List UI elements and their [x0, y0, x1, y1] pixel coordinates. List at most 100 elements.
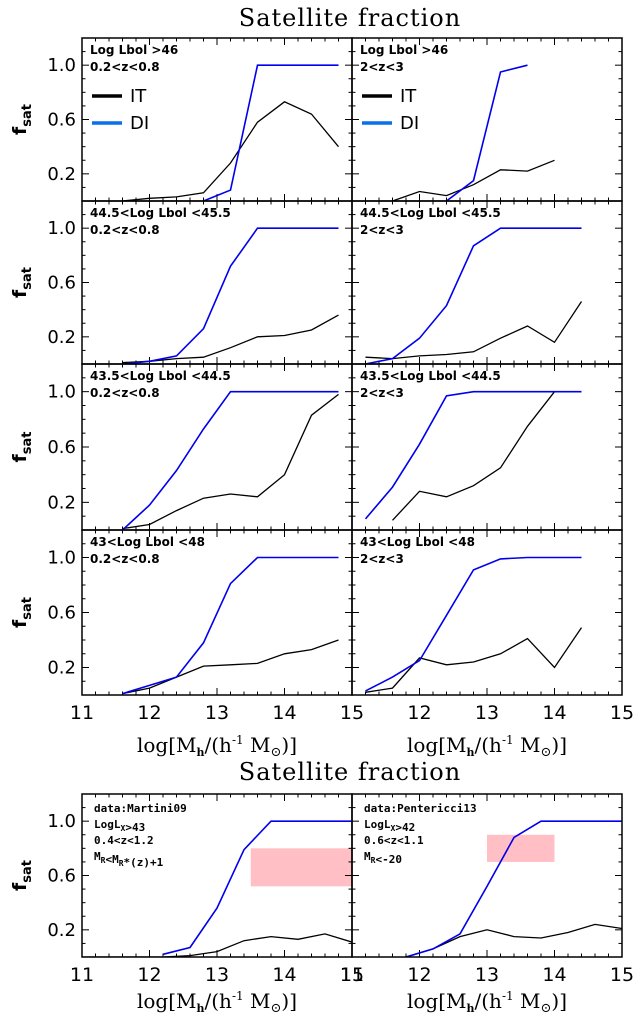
- legend-label-di: DI: [130, 113, 149, 134]
- panel-annotation: 2<z<3: [360, 552, 404, 566]
- x-tick-label: 14: [272, 702, 296, 724]
- series-line-it: [365, 301, 583, 360]
- x-axis-title: log[Mh/(h-1 M⊙)]: [407, 733, 567, 760]
- panel-annotation: 43.5<Log Lbol <44.5: [360, 369, 501, 383]
- panel-frame: [351, 793, 623, 958]
- panel-1-0: 0.2 0.6 1.0 44.5<Log Lbol <45.5 0.2<z<0.8: [47, 200, 353, 365]
- x-tick-label: 15: [610, 702, 634, 724]
- y-tick-label: 0.2: [47, 920, 76, 941]
- x-tick-label: 11: [70, 702, 94, 724]
- y-tick-label: 0.6: [47, 273, 76, 294]
- y-tick-label: 0.2: [47, 164, 76, 185]
- y-tick-label: 0.6: [47, 603, 76, 624]
- panel-annotation: Log Lbol >46: [360, 43, 448, 57]
- series-line-it: [82, 933, 352, 957]
- panel-annotation: MR<-20: [364, 850, 402, 866]
- x-tick-label: 13: [475, 964, 499, 986]
- panel-annotation: LogLX>42: [364, 818, 415, 834]
- x-tick-label: 12: [407, 964, 431, 986]
- y-tick-label: 0.6: [47, 866, 76, 887]
- y-axis-title: fsat: [9, 860, 35, 891]
- x-axis-title: log[Mh/(h-1 M⊙)]: [407, 989, 567, 1016]
- y-tick-label: 1.0: [47, 382, 76, 403]
- panel-annotation: 2<z<3: [360, 386, 404, 400]
- panel-annotation: 0.2<z<0.8: [90, 552, 160, 566]
- y-tick-label: 0.2: [47, 492, 76, 513]
- series-line-it: [122, 639, 339, 695]
- panel-3-1: 43<Log Lbol <48 2<z<3: [351, 529, 623, 696]
- panels-container: 0.2 0.6 1.0 Log Lbol >46 0.2<z<0.8 IT DI Log Lb…: [47, 37, 634, 986]
- panel-1-1: 44.5<Log Lbol <45.5 2<z<3: [351, 200, 623, 365]
- panel-annotation: 0.2<z<0.8: [90, 60, 160, 74]
- panel-annotation: 43.5<Log Lbol <44.5: [90, 369, 231, 383]
- panel-annotation: 44.5<Log Lbol <45.5: [360, 206, 501, 220]
- series-line-di: [162, 820, 352, 956]
- series-line-it: [122, 393, 339, 530]
- series-line-it: [392, 391, 582, 521]
- series-line-it: [122, 314, 339, 364]
- x-tick-label: 15: [340, 964, 364, 986]
- series-line-it: [365, 627, 583, 693]
- panel-annotation: LogLX>43: [94, 818, 145, 834]
- series-line-di: [365, 227, 582, 364]
- y-tick-label: 1.0: [47, 548, 76, 569]
- panel-annotation: 0.2<z<0.8: [90, 223, 160, 237]
- x-tick-label: 14: [542, 702, 566, 724]
- panel-0-1: Log Lbol >46 2<z<3 IT DI: [351, 37, 623, 202]
- x-tick-label: 15: [610, 964, 634, 986]
- x-tick-label: 12: [137, 964, 161, 986]
- y-axis-title: fsat: [9, 431, 35, 462]
- x-axis-labels: 11 12 13 14 15 12 13 14 15 log[Mh/(h-1 M⊙)] log[Mh…: [70, 702, 634, 1016]
- panel-annotation: 0.6<z<1.1: [364, 834, 424, 847]
- y-tick-label: 1.0: [47, 218, 76, 239]
- x-axis-title: log[Mh/(h-1 M⊙)]: [137, 989, 297, 1016]
- panel-4-0: 0.2 0.6 1.0 11 12 13 14 15 data:Martini09 LogLX>4…: [47, 793, 364, 986]
- panel-annotation: 0.4<z<1.2: [94, 834, 154, 847]
- x-tick-label: 13: [205, 964, 229, 986]
- legend-label-it: IT: [130, 86, 147, 107]
- y-tick-label: 1.0: [47, 55, 76, 76]
- panel-annotation: 2<z<3: [360, 223, 404, 237]
- series-line-it: [122, 101, 340, 201]
- series-line-it: [392, 159, 555, 201]
- x-tick-label: 11: [340, 964, 364, 986]
- panel-annotation: MR<MR*(z)+1: [94, 850, 164, 869]
- y-tick-label: 0.6: [47, 437, 76, 458]
- x-tick-label: 12: [407, 702, 431, 724]
- x-tick-label: 13: [205, 702, 229, 724]
- panel-annotation: data:Pentericci13: [364, 802, 477, 815]
- x-tick-label: 11: [70, 964, 94, 986]
- series-line-di: [203, 64, 339, 201]
- panel-3-0: 0.2 0.6 1.0 43<Log Lbol <48 0.2<z<0.8: [47, 529, 353, 696]
- x-tick-label: 13: [475, 702, 499, 724]
- panel-2-1: 43.5<Log Lbol <44.5 2<z<3: [351, 363, 623, 531]
- observed-range-box: [487, 834, 555, 862]
- series-line-di: [446, 64, 528, 201]
- series-line-di: [365, 556, 582, 692]
- series-line-di: [121, 390, 339, 530]
- panel-annotation: 43<Log Lbol <48: [360, 535, 475, 549]
- y-axis-title: fsat: [9, 104, 35, 135]
- y-axis-title: fsat: [9, 267, 35, 298]
- legend-label-di: DI: [400, 113, 419, 134]
- x-tick-label: 12: [137, 702, 161, 724]
- panel-4-1: 11 12 13 14 15 data:Pentericci13 LogLX>420.6<z…: [340, 793, 634, 986]
- panel-2-0: 0.2 0.6 1.0 43.5<Log Lbol <44.5 0.2<z<0.8: [47, 363, 353, 531]
- panel-frame: [351, 529, 623, 696]
- panel-annotation: 0.2<z<0.8: [90, 386, 160, 400]
- y-tick-label: 0.6: [47, 110, 76, 131]
- x-axis-title: log[Mh/(h-1 M⊙)]: [137, 733, 297, 760]
- legend-label-it: IT: [400, 86, 417, 107]
- panel-annotation: 43<Log Lbol <48: [90, 535, 205, 549]
- panel-annotation: Log Lbol >46: [90, 43, 178, 57]
- series-line-di: [122, 556, 339, 695]
- x-tick-label: 14: [272, 964, 296, 986]
- series-line-di: [405, 820, 622, 957]
- y-tick-label: 0.2: [47, 658, 76, 679]
- y-axis-title: fsat: [9, 597, 35, 628]
- y-axis-labels: fsat fsat fsat fsat fsat: [9, 104, 35, 891]
- series-line-di: [122, 227, 339, 364]
- top-title: Satellite fraction: [239, 4, 461, 32]
- y-tick-label: 0.2: [47, 327, 76, 348]
